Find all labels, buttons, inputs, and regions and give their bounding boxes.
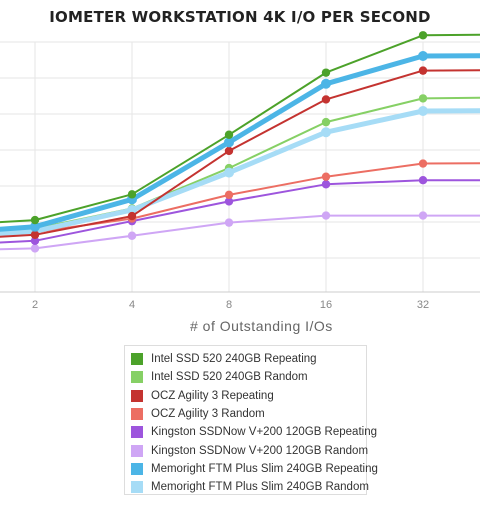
- legend-item[interactable]: OCZ Agility 3 Repeating: [131, 387, 366, 405]
- legend-swatch: [131, 353, 143, 366]
- series-6: [0, 50, 480, 232]
- x-tick-label: 4: [129, 299, 135, 311]
- legend-swatch: [131, 426, 143, 439]
- series-4: [0, 176, 480, 246]
- data-point: [30, 230, 40, 239]
- data-point: [127, 231, 137, 240]
- series-2: [0, 66, 480, 239]
- data-point: [321, 68, 331, 77]
- legend-item[interactable]: Intel SSD 520 240GB Repeating: [131, 350, 366, 368]
- legend-swatch: [131, 371, 143, 384]
- legend-item[interactable]: Memoright FTM Plus Slim 240GB Random: [131, 478, 369, 496]
- data-point: [224, 137, 234, 148]
- data-point: [30, 236, 40, 246]
- data-point: [127, 205, 137, 216]
- data-point: [127, 190, 137, 199]
- data-point: [418, 176, 428, 185]
- legend-label: Intel SSD 520 240GB Random: [151, 371, 308, 384]
- series-5: [0, 211, 480, 253]
- legend-item[interactable]: OCZ Agility 3 Random: [131, 405, 366, 423]
- data-point: [321, 172, 331, 181]
- legend-item[interactable]: Kingston SSDNow V+200 120GB Repeating: [131, 423, 377, 441]
- data-point: [321, 78, 331, 89]
- data-point: [224, 130, 234, 139]
- chart-title: IOMETER WORKSTATION 4K I/O PER SECOND: [49, 8, 431, 26]
- x-tick-labels: 2 4 8 16 32: [32, 299, 429, 311]
- data-point: [418, 94, 428, 103]
- data-point: [30, 244, 40, 253]
- data-point: [418, 211, 428, 220]
- line-chart: 2 4 8 16 32: [0, 31, 480, 311]
- legend-label: OCZ Agility 3 Repeating: [151, 389, 274, 402]
- data-point: [224, 167, 234, 178]
- data-point: [224, 190, 234, 200]
- data-point: [224, 218, 234, 227]
- data-point: [30, 215, 40, 225]
- legend-swatch: [131, 444, 143, 457]
- legend-swatch: [131, 408, 143, 421]
- legend-item[interactable]: Kingston SSDNow V+200 120GB Random: [131, 441, 369, 459]
- legend-label: Memoright FTM Plus Slim 240GB Repeating: [151, 462, 378, 475]
- legend-swatch: [131, 389, 143, 402]
- data-point: [321, 127, 331, 138]
- legend: Intel SSD 520 240GB Repeating Intel SSD 5…: [124, 345, 378, 496]
- x-axis-label: # of Outstanding I/Os: [190, 318, 333, 334]
- data-point: [418, 50, 428, 61]
- x-tick-label: 8: [226, 299, 232, 311]
- data-point: [224, 146, 234, 156]
- series-0: [0, 31, 480, 225]
- data-point: [418, 106, 428, 117]
- legend-item[interactable]: Memoright FTM Plus Slim 240GB Repeating: [131, 460, 378, 478]
- x-tick-label: 16: [320, 299, 332, 311]
- legend-swatch: [131, 481, 143, 494]
- legend-item[interactable]: Intel SSD 520 240GB Random: [131, 368, 366, 386]
- series-lines: [0, 31, 480, 253]
- series-line: [0, 33, 480, 224]
- data-point: [321, 211, 331, 220]
- data-point: [321, 180, 331, 189]
- data-point: [418, 159, 428, 168]
- x-tick-label: 2: [32, 299, 38, 311]
- data-point: [30, 221, 40, 232]
- legend-label: Kingston SSDNow V+200 120GB Repeating: [151, 426, 377, 439]
- legend-label: Memoright FTM Plus Slim 240GB Random: [151, 481, 369, 494]
- data-point: [321, 95, 331, 104]
- data-point: [418, 66, 428, 75]
- data-point: [127, 211, 137, 221]
- legend-label: OCZ Agility 3 Random: [151, 408, 265, 421]
- data-point: [224, 197, 234, 206]
- data-point: [418, 31, 428, 40]
- data-point: [321, 117, 331, 127]
- series-line: [0, 179, 480, 244]
- x-tick-label: 32: [417, 299, 429, 311]
- legend-label: Kingston SSDNow V+200 120GB Random: [151, 444, 369, 457]
- legend-swatch: [131, 462, 143, 475]
- legend-label: Intel SSD 520 240GB Repeating: [151, 353, 317, 366]
